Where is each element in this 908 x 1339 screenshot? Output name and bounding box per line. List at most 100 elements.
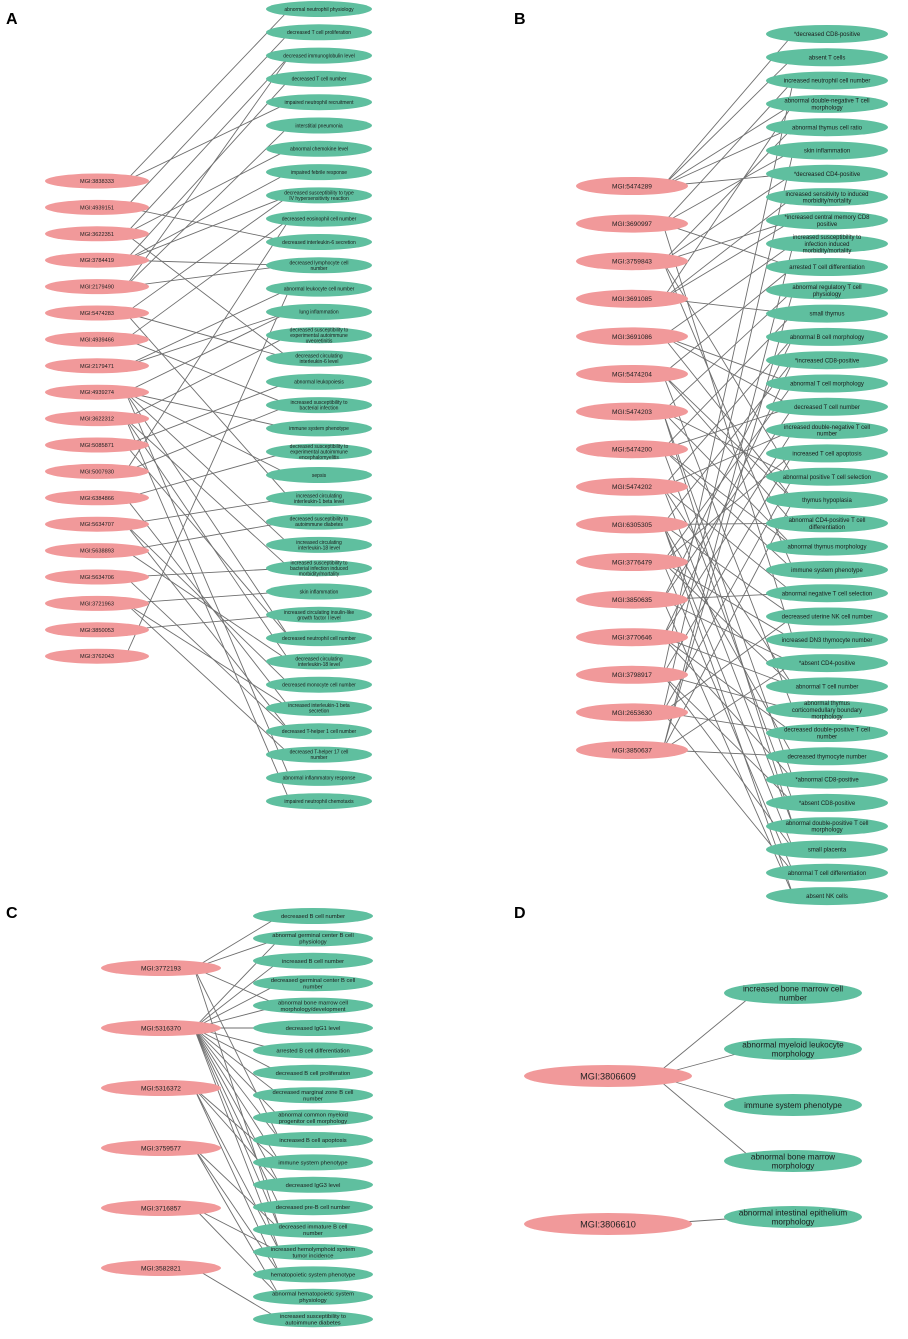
phenotype-node[interactable]: decreased immunoglobulin level [266,47,372,64]
gene-node[interactable]: MGI:5634707 [45,516,149,532]
phenotype-node[interactable]: decreased T-helper 1 cell number [266,723,372,740]
phenotype-node[interactable]: immune system phenotype [766,560,888,579]
gene-node[interactable]: MGI:5316372 [101,1080,221,1096]
gene-node[interactable]: MGI:3850637 [576,741,688,759]
phenotype-node[interactable]: absent NK cells [766,887,888,906]
gene-node[interactable]: MGI:5007930 [45,463,149,479]
phenotype-node[interactable]: decreased susceptibility toexperimental … [266,327,372,345]
phenotype-node[interactable]: abnormal double-negative T cellmorpholog… [766,94,888,113]
gene-node[interactable]: MGI:5085871 [45,437,149,453]
gene-node[interactable]: MGI:5638893 [45,543,149,559]
phenotype-node[interactable]: decreased thymocyte number [766,747,888,766]
gene-node[interactable]: MGI:6305305 [576,515,688,534]
phenotype-node[interactable]: decreased B cell proliferation [253,1064,373,1081]
phenotype-node[interactable]: skin inflammation [766,141,888,160]
gene-node[interactable]: MGI:3622312 [45,411,149,427]
gene-node[interactable]: MGI:3784419 [45,252,149,268]
phenotype-node[interactable]: impaired neutrophil chemotaxis [266,793,372,810]
phenotype-node[interactable]: increased sensitivity to inducedmorbidit… [766,188,888,207]
gene-node[interactable]: MGI:3690997 [576,214,688,233]
gene-node[interactable]: MGI:3798917 [576,665,688,684]
gene-node[interactable]: MGI:3838333 [45,173,149,189]
gene-node[interactable]: MGI:2179490 [45,279,149,295]
phenotype-node[interactable]: skin inflammation [266,583,372,600]
phenotype-node[interactable]: abnormal T cell number [766,677,888,696]
phenotype-node[interactable]: abnormal inflammatory response [266,769,372,786]
phenotype-node[interactable]: abnormal B cell morphology [766,327,888,346]
phenotype-node[interactable]: increased T cell apoptosis [766,444,888,463]
phenotype-node[interactable]: interstitial pneumonia [266,117,372,134]
gene-node[interactable]: MGI:5634706 [45,569,149,585]
phenotype-node[interactable]: abnormal leukocyte cell number [266,280,372,297]
phenotype-node[interactable]: increased B cell apoptosis [253,1132,373,1148]
phenotype-node[interactable]: decreased monocyte cell number [266,676,372,693]
gene-node[interactable]: MGI:3759577 [101,1140,221,1156]
gene-node[interactable]: MGI:3759843 [576,252,688,271]
phenotype-node[interactable]: abnormal positive T cell selection [766,467,888,486]
gene-node[interactable]: MGI:3582821 [101,1260,221,1276]
gene-node[interactable]: MGI:5474200 [576,440,688,459]
gene-node[interactable]: MGI:2179471 [45,358,149,374]
phenotype-node[interactable]: arrested B cell differentiation [253,1042,373,1059]
phenotype-node[interactable]: decreased pre-B cell number [253,1199,373,1216]
phenotype-node[interactable]: decreased interleukin-6 secretion [266,234,372,250]
phenotype-node[interactable]: small placenta [766,840,888,859]
phenotype-node[interactable]: abnormal bone marrow cellmorphology/deve… [253,997,373,1014]
phenotype-node[interactable]: decreased T cell number [766,397,888,416]
phenotype-node[interactable]: *abnormal CD8-positive [766,770,888,789]
phenotype-node[interactable]: abnormal negative T cell selection [766,584,888,603]
gene-node[interactable]: MGI:5474203 [576,402,688,421]
gene-node[interactable]: MGI:5474283 [45,305,149,321]
phenotype-node[interactable]: decreased neutrophil cell number [266,630,372,647]
phenotype-node[interactable]: increased DN3 thymocyte number [766,630,888,649]
phenotype-node[interactable]: increased circulating insulin-likegrowth… [266,606,372,623]
phenotype-node[interactable]: abnormal chemokine level [266,140,372,157]
gene-node[interactable]: MGI:3772193 [101,960,221,976]
phenotype-node[interactable]: abnormal thymus morphology [766,537,888,556]
gene-node[interactable]: MGI:3806610 [524,1213,692,1235]
gene-node[interactable]: MGI:3806609 [524,1065,692,1087]
phenotype-node[interactable]: abnormal T cell differentiation [766,863,888,882]
gene-node[interactable]: MGI:3721963 [45,595,149,611]
phenotype-node[interactable]: decreased IgG1 level [253,1020,373,1036]
gene-node[interactable]: MGI:3850635 [576,590,688,609]
phenotype-node[interactable]: sepsis [266,467,372,483]
phenotype-node[interactable]: decreased T cell number [266,70,372,87]
phenotype-node[interactable]: abnormal neutrophil physiology [266,1,372,17]
phenotype-node[interactable]: arrested T cell differentiation [766,258,888,276]
gene-node[interactable]: MGI:4939274 [45,384,149,400]
phenotype-node[interactable]: lung inflammation [266,303,372,320]
phenotype-node[interactable]: *decreased CD8-positive [766,25,888,43]
gene-node[interactable]: MGI:2653630 [576,703,688,722]
phenotype-node[interactable]: increased B cell number [253,952,373,969]
phenotype-node[interactable]: decreased B cell number [253,908,373,924]
phenotype-node[interactable]: decreased susceptibility toexperimental … [266,443,372,461]
gene-node[interactable]: MGI:5316370 [101,1020,221,1036]
phenotype-node[interactable]: decreased eosinophil cell number [266,210,372,227]
gene-node[interactable]: MGI:3850053 [45,622,149,638]
phenotype-node[interactable]: decreased IgG3 level [253,1176,373,1193]
gene-node[interactable]: MGI:4939466 [45,331,149,347]
gene-node[interactable]: MGI:6384866 [45,490,149,506]
phenotype-node[interactable]: abnormal CD4-positive T celldifferentiat… [766,514,888,533]
phenotype-node[interactable]: *increased CD8-positive [766,351,888,370]
